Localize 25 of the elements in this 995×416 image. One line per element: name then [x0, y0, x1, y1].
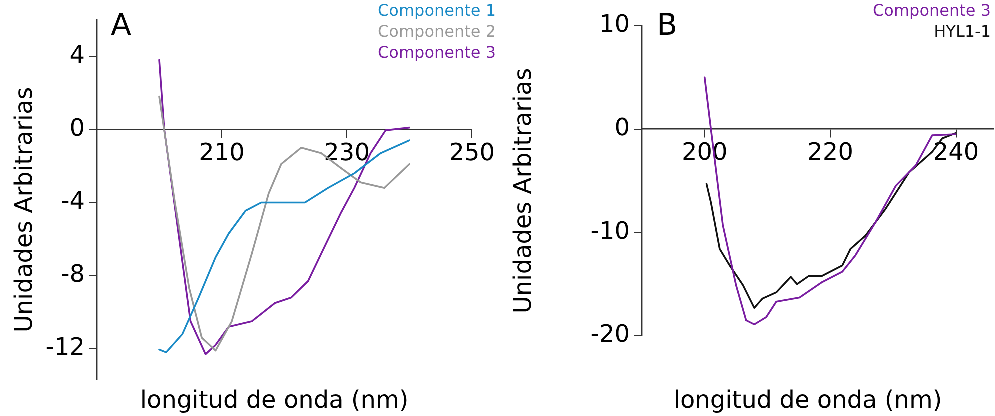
y-tick-label: -4 [61, 186, 85, 215]
x-tick-label: 240 [933, 138, 980, 166]
x-tick-label: 220 [808, 138, 854, 166]
text: HYL1-1 [934, 22, 991, 42]
y-tick-label: 4 [70, 40, 85, 69]
y-axis-title: Unidades Arbitrarias [10, 87, 38, 333]
text: Componente 1 [378, 1, 496, 20]
text: Componente 3 [873, 1, 991, 20]
y-tick-label: -20 [590, 320, 630, 348]
x-axis-title: longitud de onda (nm) [674, 386, 942, 414]
x-axis-title: longitud de onda (nm) [140, 386, 409, 414]
x-tick-label: 230 [324, 138, 370, 166]
y-axis-title: Unidades Arbitrarias [509, 68, 538, 314]
x-tick-label: 210 [199, 138, 245, 166]
annotation: A [111, 8, 132, 43]
annotation: B [657, 8, 678, 43]
y-tick-label: 0 [70, 114, 85, 142]
y-tick-label: -10 [590, 216, 630, 245]
y-tick-label: 0 [614, 114, 630, 142]
x-tick-label: 250 [449, 138, 495, 166]
text: Componente 3 [378, 43, 496, 62]
y-tick-label: 10 [599, 10, 630, 38]
y-tick-label: -12 [46, 333, 85, 362]
y-tick-label: -8 [61, 260, 85, 288]
text: Componente 2 [378, 22, 496, 42]
